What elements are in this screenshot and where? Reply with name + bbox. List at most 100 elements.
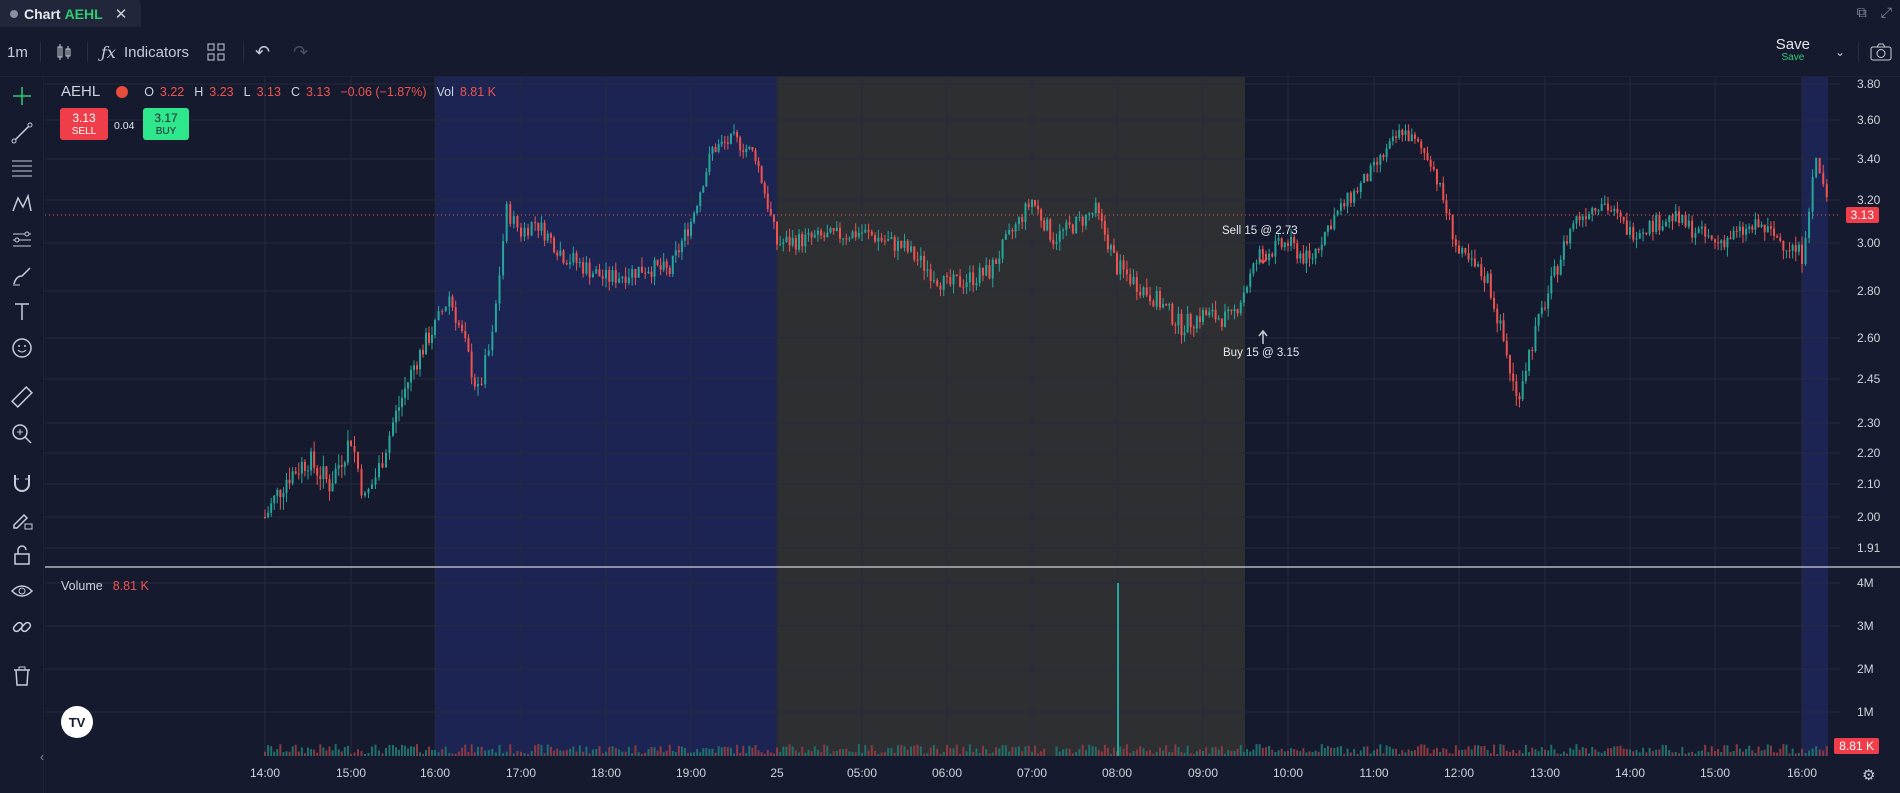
volume-bar	[631, 753, 634, 756]
divider	[87, 42, 88, 62]
candle-body	[1674, 211, 1677, 222]
volume-bar	[569, 748, 572, 756]
chart-pane[interactable]: 14:00 15:00 16:00 17:00 18:00 19:00 25 05:00 06:…	[45, 77, 1900, 793]
candle-body	[848, 238, 851, 240]
collapse-icon[interactable]: ‹	[40, 750, 44, 764]
volume-bar	[729, 747, 732, 756]
candle-body	[745, 148, 748, 153]
candle-body	[1794, 245, 1797, 252]
candle-body	[1242, 292, 1245, 303]
crosshair-icon[interactable]	[8, 82, 36, 110]
volume-bar	[1155, 751, 1158, 756]
candle-body	[1442, 182, 1445, 201]
volume-bar	[1171, 752, 1174, 756]
indicators-button[interactable]: ƒx Indicators	[101, 27, 189, 77]
pattern-icon[interactable]	[8, 190, 36, 218]
legend-symbol[interactable]: AEHL	[61, 83, 101, 100]
snapshot-button[interactable]	[1870, 27, 1892, 77]
candle-body	[978, 267, 981, 284]
candle-body	[680, 240, 683, 253]
ruler-icon[interactable]	[8, 383, 36, 411]
volume-bar	[1678, 753, 1681, 756]
layouts-button[interactable]	[207, 27, 225, 77]
volume-bar	[1808, 750, 1811, 756]
volume-bar	[1407, 749, 1410, 756]
sell-label: SELL	[71, 126, 97, 137]
candle-body	[1359, 182, 1362, 193]
volume-bar	[1642, 747, 1645, 756]
close-icon[interactable]: ✕	[114, 5, 128, 23]
candle-body	[910, 246, 913, 252]
candle-body	[1208, 311, 1211, 316]
candle-body	[527, 228, 530, 236]
long-short-icon[interactable]	[8, 226, 36, 254]
volume-bar	[461, 747, 464, 756]
candle-body	[322, 466, 325, 480]
interval-button[interactable]: 1m	[7, 27, 28, 77]
undo-icon[interactable]: ↶	[255, 41, 271, 62]
volume-bar	[378, 750, 380, 756]
candle-body	[1825, 184, 1828, 197]
candle-body	[1559, 259, 1562, 275]
volume-bar	[1480, 746, 1483, 756]
volume-bar	[1704, 744, 1707, 756]
fullscreen-icon[interactable]: ⤢	[1880, 4, 1892, 20]
volume-bar	[942, 751, 945, 756]
redo-icon[interactable]: ↷	[293, 41, 309, 62]
trend-line-icon[interactable]	[8, 119, 36, 147]
candle-body	[1584, 216, 1587, 219]
change-value: −0.06 (−1.87%)	[340, 84, 427, 99]
volume-bar	[766, 749, 769, 756]
volume-bar	[467, 751, 470, 756]
link-icon[interactable]	[8, 613, 36, 641]
chevron-down-icon[interactable]: ⌄	[1835, 45, 1846, 59]
candle-body	[1308, 250, 1311, 259]
price-tick: 2.30	[1857, 416, 1881, 430]
magnet-icon[interactable]	[8, 469, 36, 497]
candle-body	[591, 273, 594, 278]
vol-label: Vol	[436, 84, 454, 99]
candle-body	[371, 484, 373, 489]
lock-icon[interactable]	[8, 541, 36, 569]
brush-icon[interactable]	[8, 262, 36, 290]
candle-body	[634, 269, 637, 278]
buy-button[interactable]: 3.17 BUY	[143, 108, 189, 140]
candle-body	[995, 259, 998, 264]
divider	[243, 42, 244, 62]
save-button[interactable]: Save Save	[1776, 36, 1810, 63]
chart-type-button[interactable]	[54, 27, 74, 77]
candle-body	[448, 296, 451, 307]
zoom-icon[interactable]	[8, 420, 36, 448]
volume-bar	[1271, 749, 1274, 756]
tab-status-dot	[10, 9, 18, 18]
candle-body	[785, 236, 788, 243]
emoji-icon[interactable]	[8, 334, 36, 362]
volume-bar	[1600, 752, 1603, 756]
volume-bar	[1296, 750, 1299, 756]
lock-draw-icon[interactable]	[8, 505, 36, 533]
popout-icon[interactable]: ⧉	[1856, 4, 1867, 20]
volume-bar	[1043, 748, 1046, 756]
chart-canvas[interactable]: 14:00 15:00 16:00 17:00 18:00 19:00 25 05:00 06:…	[45, 77, 1900, 793]
text-icon[interactable]	[8, 298, 36, 326]
candle-body	[1052, 239, 1055, 245]
fib-icon[interactable]	[8, 154, 36, 182]
settings-icon[interactable]: ⚙	[1862, 767, 1876, 784]
tradingview-logo[interactable]: TV	[61, 706, 93, 738]
volume-bar	[1106, 747, 1109, 756]
candle-body	[530, 222, 533, 236]
candle-body	[1815, 158, 1818, 178]
candle-body	[1078, 216, 1081, 218]
sell-button[interactable]: 3.13 SELL	[60, 108, 108, 140]
eye-icon[interactable]	[8, 577, 36, 605]
tab-chart[interactable]: Chart AEHL ✕	[0, 0, 142, 27]
volume-bar	[1065, 748, 1068, 756]
volume-bar	[1410, 750, 1413, 756]
trash-icon[interactable]	[8, 662, 36, 690]
candle-body	[699, 192, 702, 207]
divider	[40, 42, 41, 62]
candle-body	[1432, 166, 1435, 170]
sell-price: 3.13	[72, 111, 96, 125]
candle-body	[353, 445, 356, 453]
candle-body	[1180, 313, 1183, 336]
